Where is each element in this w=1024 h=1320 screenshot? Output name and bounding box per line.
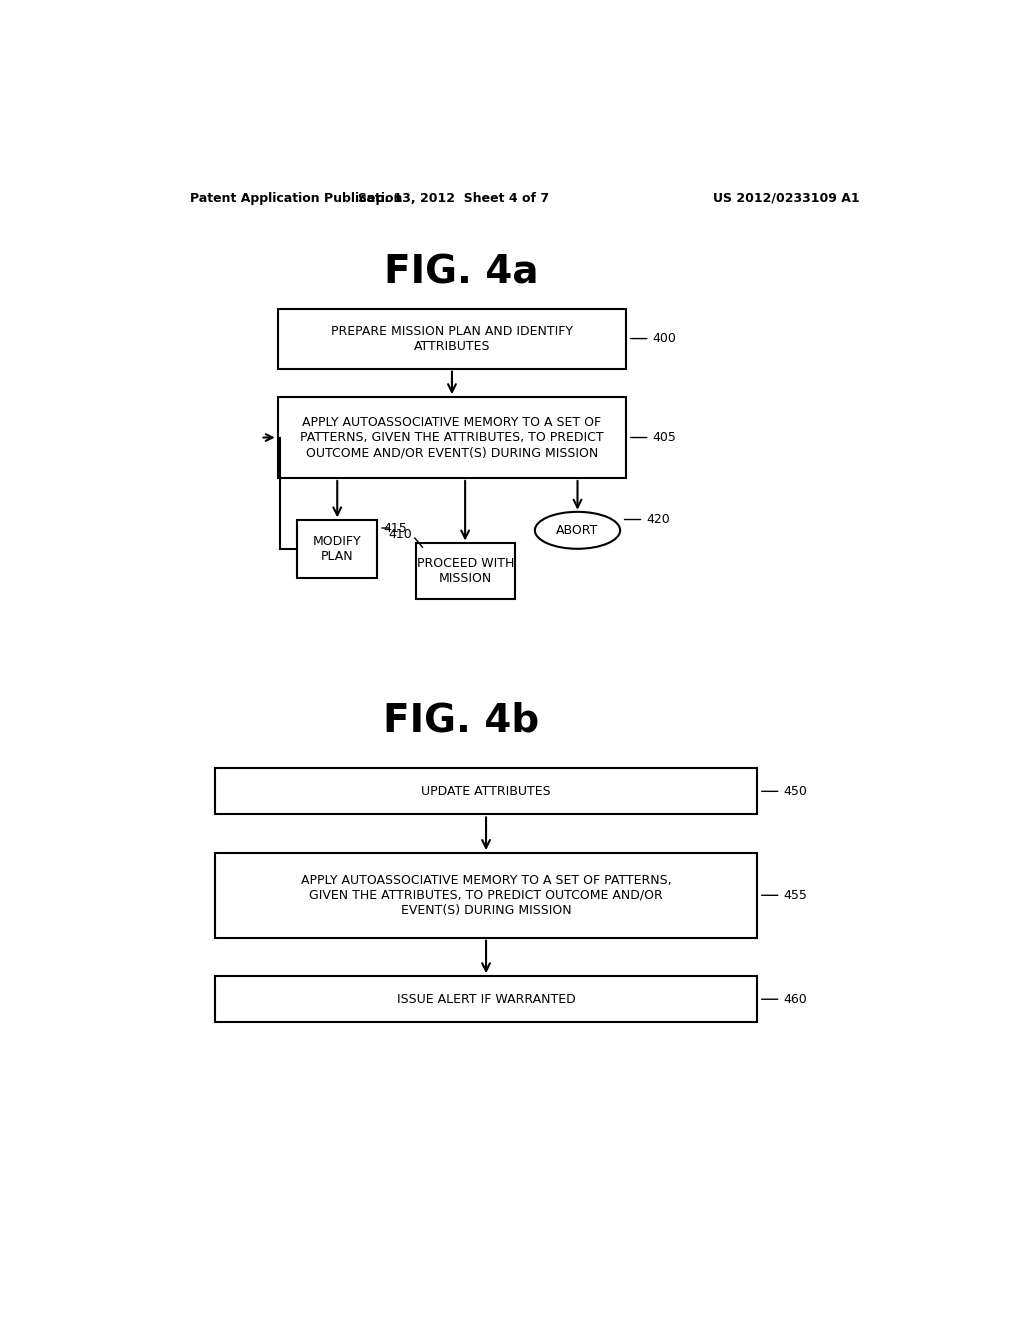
FancyBboxPatch shape bbox=[215, 853, 758, 937]
FancyBboxPatch shape bbox=[215, 977, 758, 1022]
Ellipse shape bbox=[535, 512, 621, 549]
Text: FIG. 4a: FIG. 4a bbox=[384, 253, 539, 292]
Text: MODIFY
PLAN: MODIFY PLAN bbox=[312, 535, 361, 564]
Text: UPDATE ATTRIBUTES: UPDATE ATTRIBUTES bbox=[421, 785, 551, 797]
FancyBboxPatch shape bbox=[417, 544, 515, 599]
Text: FIG. 4b: FIG. 4b bbox=[383, 701, 540, 739]
Text: 455: 455 bbox=[783, 888, 808, 902]
Text: 420: 420 bbox=[646, 513, 671, 527]
FancyBboxPatch shape bbox=[278, 397, 627, 478]
Text: 410: 410 bbox=[389, 528, 413, 541]
FancyBboxPatch shape bbox=[297, 520, 377, 578]
Text: APPLY AUTOASSOCIATIVE MEMORY TO A SET OF PATTERNS,
GIVEN THE ATTRIBUTES, TO PRED: APPLY AUTOASSOCIATIVE MEMORY TO A SET OF… bbox=[301, 874, 672, 917]
Text: 450: 450 bbox=[783, 785, 808, 797]
Text: ISSUE ALERT IF WARRANTED: ISSUE ALERT IF WARRANTED bbox=[396, 993, 575, 1006]
FancyBboxPatch shape bbox=[278, 309, 627, 368]
Text: Sep. 13, 2012  Sheet 4 of 7: Sep. 13, 2012 Sheet 4 of 7 bbox=[358, 191, 549, 205]
Text: 460: 460 bbox=[783, 993, 807, 1006]
Text: 405: 405 bbox=[652, 432, 677, 444]
Text: PROCEED WITH
MISSION: PROCEED WITH MISSION bbox=[417, 557, 514, 585]
Text: US 2012/0233109 A1: US 2012/0233109 A1 bbox=[713, 191, 859, 205]
Text: 415: 415 bbox=[383, 521, 407, 535]
Text: PREPARE MISSION PLAN AND IDENTIFY
ATTRIBUTES: PREPARE MISSION PLAN AND IDENTIFY ATTRIB… bbox=[331, 325, 573, 352]
FancyBboxPatch shape bbox=[215, 768, 758, 814]
Text: ABORT: ABORT bbox=[556, 524, 599, 537]
Text: APPLY AUTOASSOCIATIVE MEMORY TO A SET OF
PATTERNS, GIVEN THE ATTRIBUTES, TO PRED: APPLY AUTOASSOCIATIVE MEMORY TO A SET OF… bbox=[300, 416, 604, 459]
Text: 400: 400 bbox=[652, 333, 677, 345]
Text: Patent Application Publication: Patent Application Publication bbox=[190, 191, 402, 205]
